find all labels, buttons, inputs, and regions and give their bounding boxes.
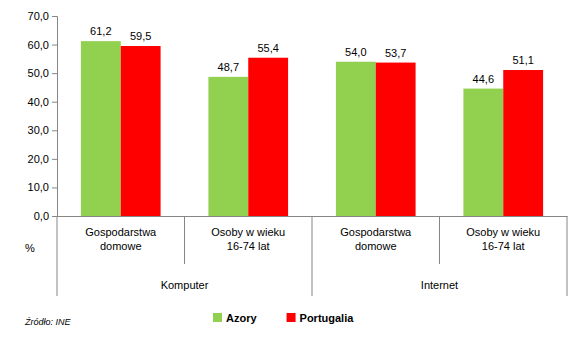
y-tick-label: 10,0 (28, 181, 49, 193)
group-label: Internet (421, 279, 458, 291)
x-tick-label-line: domowe (100, 240, 142, 252)
y-tick-mark (52, 45, 57, 46)
bar (463, 89, 503, 216)
separators (57, 216, 567, 296)
y-tick: 50,0 (28, 67, 57, 79)
x-tick-label-line: Gospodarstwa (85, 226, 157, 238)
y-tick-mark (52, 73, 57, 74)
x-tick-label-line: Gospodarstwa (340, 226, 412, 238)
bar (121, 46, 161, 216)
y-tick-label: 70,0 (28, 10, 49, 22)
x-tick-label: Gospodarstwa domowe (340, 226, 412, 252)
x-tick: Osoby w wieku 16-74 lat (466, 216, 540, 252)
y-tick-mark (52, 102, 57, 103)
y-tick: 10,0 (28, 181, 57, 193)
y-axis: 0,0 10,0 20,0 30,0 40,0 50,0 60,0 70,0 (28, 10, 58, 222)
data-label: 48,7 (218, 61, 239, 73)
data-label: 54,0 (345, 46, 366, 58)
category-separator (312, 216, 313, 296)
bar (503, 70, 543, 216)
y-tick-label: 30,0 (28, 124, 49, 136)
x-tick-label: Osoby w wieku 16-74 lat (466, 226, 540, 252)
legend: Azory Portugalia (213, 312, 354, 324)
group-label: Komputer (161, 279, 209, 291)
y-tick: 40,0 (28, 96, 57, 108)
y-tick-mark (52, 130, 57, 131)
y-tick-label: 50,0 (28, 67, 49, 79)
y-tick: 70,0 (28, 10, 57, 22)
x-tick-label: Osoby w wieku 16-74 lat (211, 226, 285, 252)
bar (248, 58, 288, 216)
y-tick-mark (52, 16, 57, 17)
y-tick: 20,0 (28, 153, 57, 165)
x-tick: Gospodarstwa domowe (340, 216, 412, 252)
legend-swatch (287, 313, 296, 322)
data-label: 53,7 (385, 47, 406, 59)
x-tick: Osoby w wieku 16-74 lat (211, 216, 285, 252)
data-label: 61,2 (90, 25, 111, 37)
y-tick: 0,0 (34, 210, 57, 222)
bar (81, 41, 121, 216)
y-tick-label: 60,0 (28, 39, 49, 51)
y-tick-mark (52, 187, 57, 188)
category-separator (439, 216, 440, 264)
y-tick: 60,0 (28, 39, 57, 51)
y-tick-mark (52, 216, 57, 217)
bar (376, 63, 416, 216)
data-label: 55,4 (257, 42, 278, 54)
x-tick-label-line: 16-74 lat (227, 240, 270, 252)
y-axis-line (52, 17, 58, 217)
bars (81, 41, 543, 216)
legend-swatch (213, 313, 222, 322)
data-label: 44,6 (473, 73, 494, 85)
x-tick-label-line: Osoby w wieku (466, 226, 540, 238)
y-tick-label: 40,0 (28, 96, 49, 108)
x-tick-label-line: domowe (355, 240, 397, 252)
x-tick-label: Gospodarstwa domowe (85, 226, 157, 252)
y-axis-title: % (25, 242, 35, 254)
y-tick: 30,0 (28, 124, 57, 136)
source: Źródło: INE (24, 317, 72, 327)
y-tick-label: 20,0 (28, 153, 49, 165)
legend-label: Azory (226, 312, 257, 324)
y-tick-mark (52, 159, 57, 160)
bar (208, 77, 248, 216)
y-tick-label: 0,0 (34, 210, 49, 222)
data-label: 59,5 (130, 30, 151, 42)
bar (336, 62, 376, 216)
category-separator (567, 216, 568, 296)
legend-label: Portugalia (300, 312, 355, 324)
category-separator (184, 216, 185, 264)
data-label: 51,1 (512, 54, 533, 66)
x-tick-label-line: Osoby w wieku (211, 226, 285, 238)
category-separator (57, 216, 58, 296)
chart: 61,2 48,7 54,0 44,6 59,5 55,4 53,7 51,1 0,0 10,0 2… (0, 0, 579, 343)
data-labels: 61,2 48,7 54,0 44,6 59,5 55,4 53,7 51,1 (90, 25, 534, 84)
x-tick-label-line: 16-74 lat (482, 240, 525, 252)
x-tick: Gospodarstwa domowe (85, 216, 157, 252)
